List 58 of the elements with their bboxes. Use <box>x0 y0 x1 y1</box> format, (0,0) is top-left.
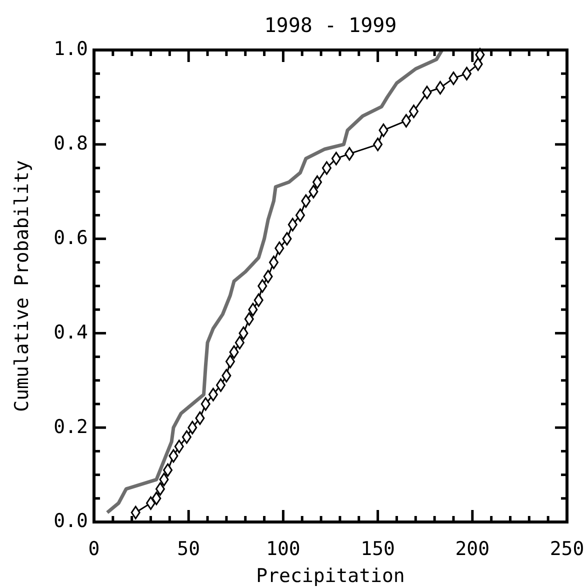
point <box>200 397 210 411</box>
chart-title: 1998 - 1999 <box>264 13 397 37</box>
point <box>146 496 156 510</box>
point <box>295 208 305 222</box>
point <box>152 492 162 506</box>
y-tick-label: 0.2 <box>54 416 88 438</box>
point <box>344 147 354 161</box>
point <box>378 123 388 137</box>
point <box>435 81 445 95</box>
x-tick-label: 200 <box>455 538 490 560</box>
point <box>195 411 205 425</box>
x-tick-label: 0 <box>88 538 100 560</box>
point <box>462 66 472 80</box>
point <box>188 420 198 434</box>
y-tick-label: 0.4 <box>54 321 88 344</box>
point <box>225 354 235 368</box>
point <box>234 336 244 350</box>
y-tick-label: 0.0 <box>54 510 88 532</box>
point <box>244 312 254 326</box>
y-axis-title: Cumulative Probability <box>11 160 33 412</box>
point <box>312 175 322 189</box>
point <box>159 472 169 486</box>
point <box>268 256 278 270</box>
point <box>448 72 458 86</box>
x-tick-label: 150 <box>360 538 395 560</box>
point <box>331 152 341 166</box>
x-tick-label: 250 <box>550 538 584 560</box>
point <box>301 194 311 208</box>
point <box>274 241 284 255</box>
point <box>155 482 165 496</box>
point <box>263 270 273 284</box>
x-tick-label: 100 <box>266 538 300 560</box>
point <box>401 114 411 128</box>
point <box>473 57 483 71</box>
point <box>163 463 173 477</box>
point <box>322 161 332 175</box>
y-tick-label: 0.8 <box>54 132 88 155</box>
point <box>168 449 178 463</box>
point <box>282 232 292 246</box>
point <box>174 440 184 454</box>
point <box>373 138 383 152</box>
x-axis-title: Precipitation <box>256 565 405 587</box>
point <box>208 388 218 402</box>
y-tick-label: 1.0 <box>54 38 88 60</box>
point <box>422 86 432 100</box>
point <box>182 430 192 444</box>
point <box>216 378 226 392</box>
point <box>258 279 268 293</box>
point <box>248 302 258 316</box>
point <box>254 293 264 307</box>
point <box>288 218 298 232</box>
point <box>308 184 318 198</box>
y-tick-label: 0.6 <box>54 226 88 250</box>
point <box>229 345 239 359</box>
x-tick-label: 50 <box>177 538 200 560</box>
point <box>222 368 232 382</box>
point <box>130 506 140 520</box>
point <box>238 326 248 340</box>
